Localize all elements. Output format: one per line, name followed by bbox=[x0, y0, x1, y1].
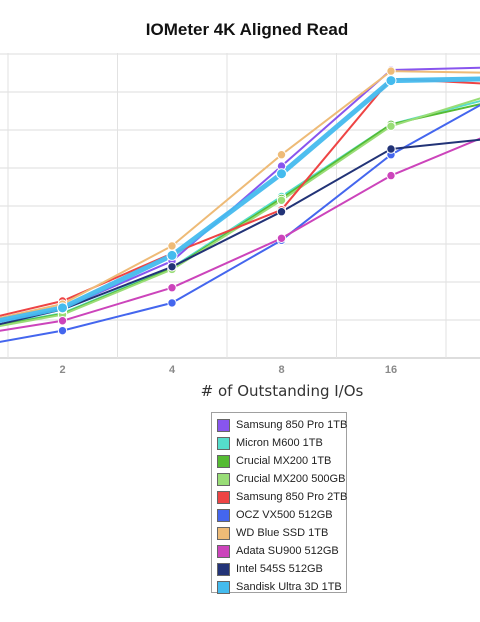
legend-label: Micron M600 1TB bbox=[236, 437, 323, 449]
legend-item[interactable]: Intel 545S 512GB bbox=[212, 560, 346, 578]
legend-swatch bbox=[217, 544, 230, 558]
series-points bbox=[57, 65, 397, 336]
data-point[interactable] bbox=[166, 249, 178, 261]
x-tick-labels: 2 4 8 16 bbox=[59, 364, 397, 376]
legend-swatch bbox=[217, 454, 230, 468]
legend-item[interactable]: Adata SU900 512GB bbox=[212, 542, 346, 560]
legend-swatch bbox=[217, 508, 230, 522]
data-point[interactable] bbox=[386, 170, 396, 181]
legend-swatch bbox=[217, 562, 230, 576]
series-lines bbox=[0, 66, 480, 343]
legend-label: Crucial MX200 1TB bbox=[236, 455, 332, 467]
legend-item[interactable]: Crucial MX200 500GB bbox=[212, 470, 346, 488]
data-point[interactable] bbox=[276, 233, 287, 244]
data-point[interactable] bbox=[386, 144, 396, 154]
data-point[interactable] bbox=[276, 207, 287, 217]
legend-label: OCZ VX500 512GB bbox=[236, 509, 333, 521]
data-point[interactable] bbox=[385, 75, 397, 87]
x-tick-label: 4 bbox=[169, 364, 176, 376]
data-point[interactable] bbox=[57, 316, 68, 326]
legend-swatch bbox=[217, 490, 230, 504]
series-line bbox=[0, 104, 480, 343]
legend-swatch bbox=[217, 526, 230, 540]
legend-label: Crucial MX200 500GB bbox=[236, 473, 346, 485]
series-line bbox=[0, 137, 480, 332]
data-point[interactable] bbox=[167, 262, 177, 272]
legend-item[interactable]: OCZ VX500 512GB bbox=[212, 506, 346, 524]
series-line bbox=[0, 76, 480, 323]
legend-label: Adata SU900 512GB bbox=[236, 545, 339, 557]
chart-title: IOMeter 4K Aligned Read bbox=[146, 20, 348, 39]
data-point[interactable] bbox=[167, 241, 177, 251]
legend-swatch bbox=[217, 472, 230, 486]
legend-label: WD Blue SSD 1TB bbox=[236, 527, 329, 539]
data-point[interactable] bbox=[57, 302, 68, 314]
legend: Samsung 850 Pro 1TB Micron M600 1TB Crucia… bbox=[211, 412, 348, 596]
legend-swatch bbox=[217, 436, 230, 450]
x-axis-label: # of Outstanding I/Os bbox=[200, 382, 364, 400]
data-point[interactable] bbox=[276, 168, 287, 180]
legend-item[interactable]: WD Blue SSD 1TB bbox=[212, 524, 346, 542]
data-point[interactable] bbox=[276, 195, 287, 206]
legend-item[interactable]: Crucial MX200 1TB bbox=[212, 452, 346, 470]
legend-label: Samsung 850 Pro 1TB bbox=[236, 419, 348, 431]
chart-area: IOMeter 4K Aligned Read 2 4 8 16 bbox=[0, 20, 480, 376]
legend-label: Samsung 850 Pro 2TB bbox=[236, 491, 348, 503]
data-point[interactable] bbox=[386, 66, 396, 76]
legend-label: Sandisk Ultra 3D 1TB bbox=[236, 581, 342, 593]
x-tick-label: 8 bbox=[278, 364, 284, 376]
data-point[interactable] bbox=[276, 150, 287, 160]
data-point[interactable] bbox=[386, 121, 396, 131]
x-tick-label: 2 bbox=[59, 364, 65, 376]
legend-item[interactable]: Sandisk Ultra 3D 1TB bbox=[212, 578, 346, 596]
legend-label: Intel 545S 512GB bbox=[236, 563, 323, 575]
data-point[interactable] bbox=[167, 283, 177, 293]
legend-swatch bbox=[217, 418, 230, 432]
series-line bbox=[0, 97, 480, 327]
series-line bbox=[0, 70, 480, 319]
series-line bbox=[0, 66, 480, 323]
x-tick-label: 16 bbox=[385, 364, 397, 376]
data-point[interactable] bbox=[57, 325, 68, 336]
legend-item[interactable]: Samsung 850 Pro 1TB bbox=[212, 416, 348, 434]
legend-item[interactable]: Samsung 850 Pro 2TB bbox=[212, 488, 348, 506]
data-point[interactable] bbox=[167, 298, 177, 308]
legend-item[interactable]: Micron M600 1TB bbox=[212, 434, 346, 452]
legend-swatch bbox=[217, 580, 230, 594]
